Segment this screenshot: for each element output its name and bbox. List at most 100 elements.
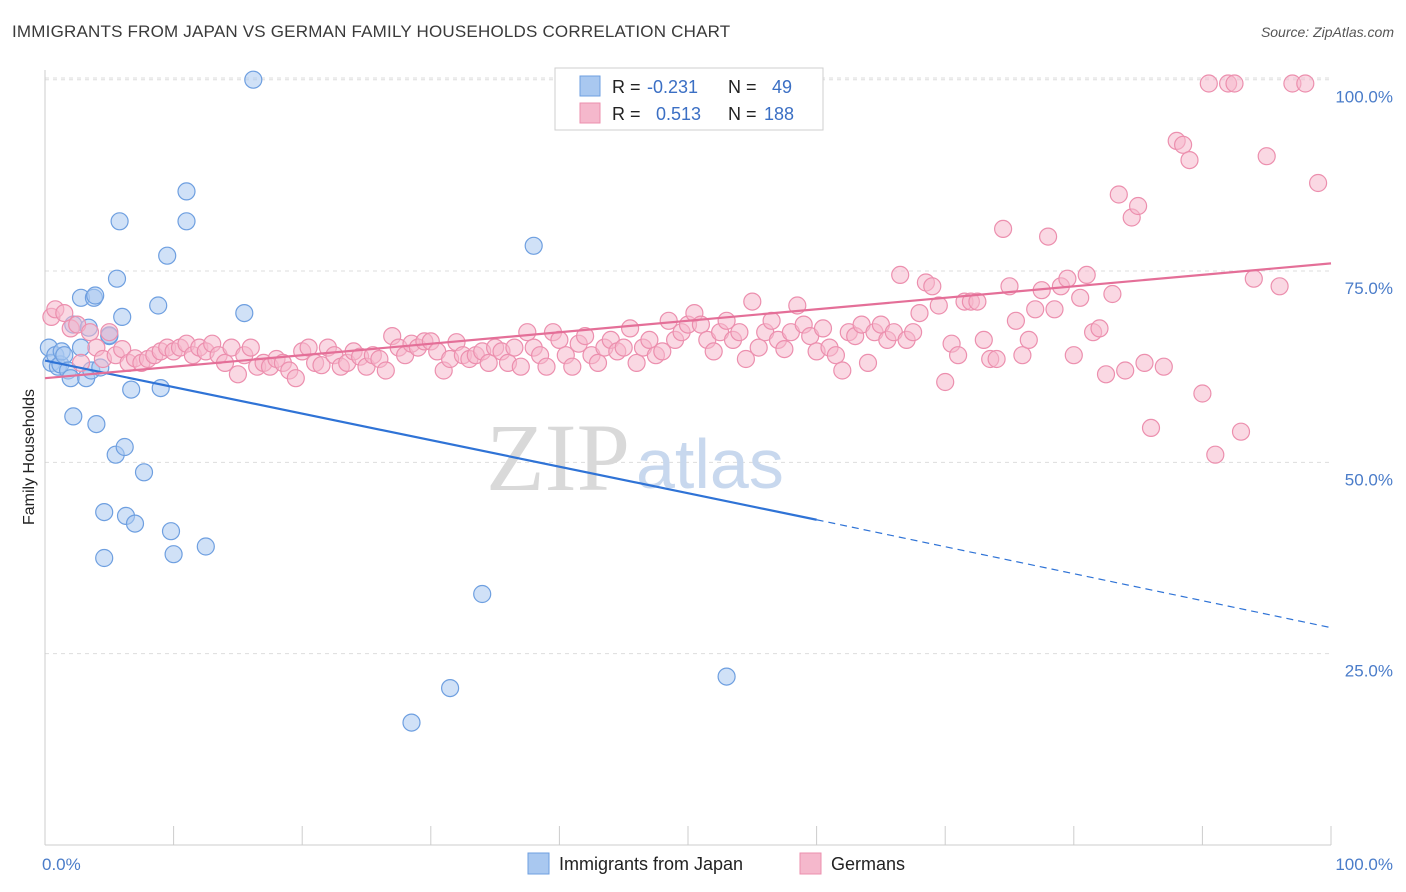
germans-point-40 bbox=[299, 338, 318, 357]
germans-point-176 bbox=[1193, 384, 1212, 403]
japan-point-6 bbox=[55, 346, 74, 365]
germans-point-6 bbox=[80, 323, 100, 342]
germans-point-29 bbox=[228, 365, 247, 384]
germans-point-160 bbox=[1071, 288, 1090, 307]
stats-box: R = -0.231 N = 49 R = 0.513 N = 188 bbox=[554, 67, 824, 131]
japan-point-37 bbox=[164, 545, 183, 564]
germans-point-9 bbox=[100, 323, 119, 342]
legend-swatch-japan bbox=[527, 852, 550, 875]
germans-point-182 bbox=[1244, 269, 1263, 288]
germans-point-135 bbox=[910, 304, 929, 323]
germans-point-158 bbox=[1058, 269, 1077, 288]
germans-point-42 bbox=[312, 356, 331, 375]
germans-point-149 bbox=[1000, 277, 1019, 296]
germans-point-89 bbox=[614, 338, 633, 357]
x-tick-label-min: 0.0% bbox=[42, 855, 81, 874]
germans-point-184 bbox=[1270, 277, 1289, 296]
germans-point-150 bbox=[1006, 311, 1026, 330]
watermark-atlas: atlas bbox=[636, 425, 784, 503]
series-immigrants-from-japan bbox=[39, 70, 736, 732]
germans-point-187 bbox=[1308, 173, 1328, 193]
germans-point-120 bbox=[813, 319, 833, 338]
y-tick-labels: 25.0% 50.0% 75.0% 100.0% bbox=[1335, 88, 1393, 681]
germans-point-174 bbox=[1173, 135, 1193, 154]
germans-point-139 bbox=[936, 372, 955, 392]
germans-point-74 bbox=[518, 323, 537, 342]
germans-point-2 bbox=[55, 304, 74, 323]
germans-point-161 bbox=[1077, 265, 1096, 284]
germans-point-166 bbox=[1109, 185, 1128, 204]
germans-point-148 bbox=[993, 219, 1013, 238]
germans-point-31 bbox=[241, 338, 260, 357]
germans-point-123 bbox=[833, 361, 852, 380]
germans-point-52 bbox=[376, 361, 395, 380]
japan-point-26 bbox=[110, 212, 129, 231]
stats-n-value-2: 188 bbox=[764, 104, 794, 124]
germans-point-38 bbox=[286, 369, 305, 388]
chart-source: Source: ZipAtlas.com bbox=[1260, 24, 1394, 40]
japan-point-27 bbox=[113, 307, 132, 326]
stats-r-value-2: 0.513 bbox=[656, 104, 701, 124]
germans-point-170 bbox=[1135, 353, 1154, 372]
japan-point-28 bbox=[115, 437, 134, 457]
germans-point-114 bbox=[775, 340, 794, 359]
germans-point-93 bbox=[640, 330, 659, 349]
legend-label-japan: Immigrants from Japan bbox=[559, 854, 743, 874]
japan-point-43 bbox=[402, 713, 421, 732]
germans-point-151 bbox=[1013, 346, 1032, 365]
germans-point-138 bbox=[929, 296, 948, 315]
japan-point-30 bbox=[122, 380, 141, 399]
japan-point-38 bbox=[177, 212, 196, 231]
germans-point-165 bbox=[1103, 284, 1122, 304]
germans-point-79 bbox=[550, 330, 569, 349]
stats-swatch-blue bbox=[579, 75, 601, 97]
germans-point-132 bbox=[891, 265, 910, 284]
germans-point-68 bbox=[479, 353, 498, 372]
germans-point-153 bbox=[1026, 300, 1045, 319]
japan-point-11 bbox=[71, 338, 91, 357]
germans-point-156 bbox=[1045, 300, 1064, 319]
germans-point-134 bbox=[903, 323, 923, 342]
y-tick-label-50: 50.0% bbox=[1345, 470, 1393, 489]
watermark: ZIP atlas bbox=[486, 404, 784, 511]
germans-point-90 bbox=[620, 319, 640, 338]
japan-point-41 bbox=[235, 304, 254, 323]
legend-swatch-germans bbox=[799, 852, 822, 875]
japan-point-42 bbox=[244, 70, 263, 89]
watermark-zip: ZIP bbox=[486, 404, 630, 511]
japan-point-17 bbox=[86, 286, 105, 305]
trend-line-japan bbox=[44, 359, 817, 521]
japan-point-39 bbox=[177, 182, 196, 201]
germans-point-180 bbox=[1225, 74, 1244, 93]
germans-point-85 bbox=[588, 353, 608, 372]
germans-point-186 bbox=[1296, 74, 1315, 93]
germans-point-103 bbox=[704, 342, 723, 361]
germans-point-77 bbox=[537, 357, 556, 376]
germans-point-137 bbox=[923, 277, 942, 296]
japan-point-8 bbox=[61, 369, 80, 388]
stats-n-label-2: N = bbox=[728, 104, 757, 124]
japan-point-35 bbox=[158, 246, 177, 265]
stats-n-value-1: 49 bbox=[772, 77, 792, 97]
japan-point-36 bbox=[161, 522, 181, 541]
germans-point-73 bbox=[511, 357, 530, 376]
germans-point-164 bbox=[1096, 365, 1116, 384]
germans-point-181 bbox=[1231, 422, 1251, 441]
japan-point-20 bbox=[95, 502, 114, 522]
japan-point-46 bbox=[524, 236, 543, 255]
japan-point-31 bbox=[125, 514, 145, 533]
japan-point-21 bbox=[95, 548, 114, 568]
japan-point-48 bbox=[717, 667, 736, 686]
germans-point-169 bbox=[1128, 196, 1148, 216]
germans-point-81 bbox=[563, 357, 582, 376]
x-ticks bbox=[44, 826, 1332, 845]
legend-label-germans: Germans bbox=[831, 854, 905, 874]
germans-point-163 bbox=[1090, 319, 1109, 338]
trend-line-germans bbox=[44, 262, 1332, 380]
trend-line-japan-extension bbox=[816, 519, 1332, 629]
y-tick-label-25: 25.0% bbox=[1345, 662, 1393, 681]
germans-point-175 bbox=[1180, 151, 1199, 170]
germans-point-127 bbox=[858, 353, 878, 372]
stats-r-label-2: R = bbox=[612, 104, 641, 124]
